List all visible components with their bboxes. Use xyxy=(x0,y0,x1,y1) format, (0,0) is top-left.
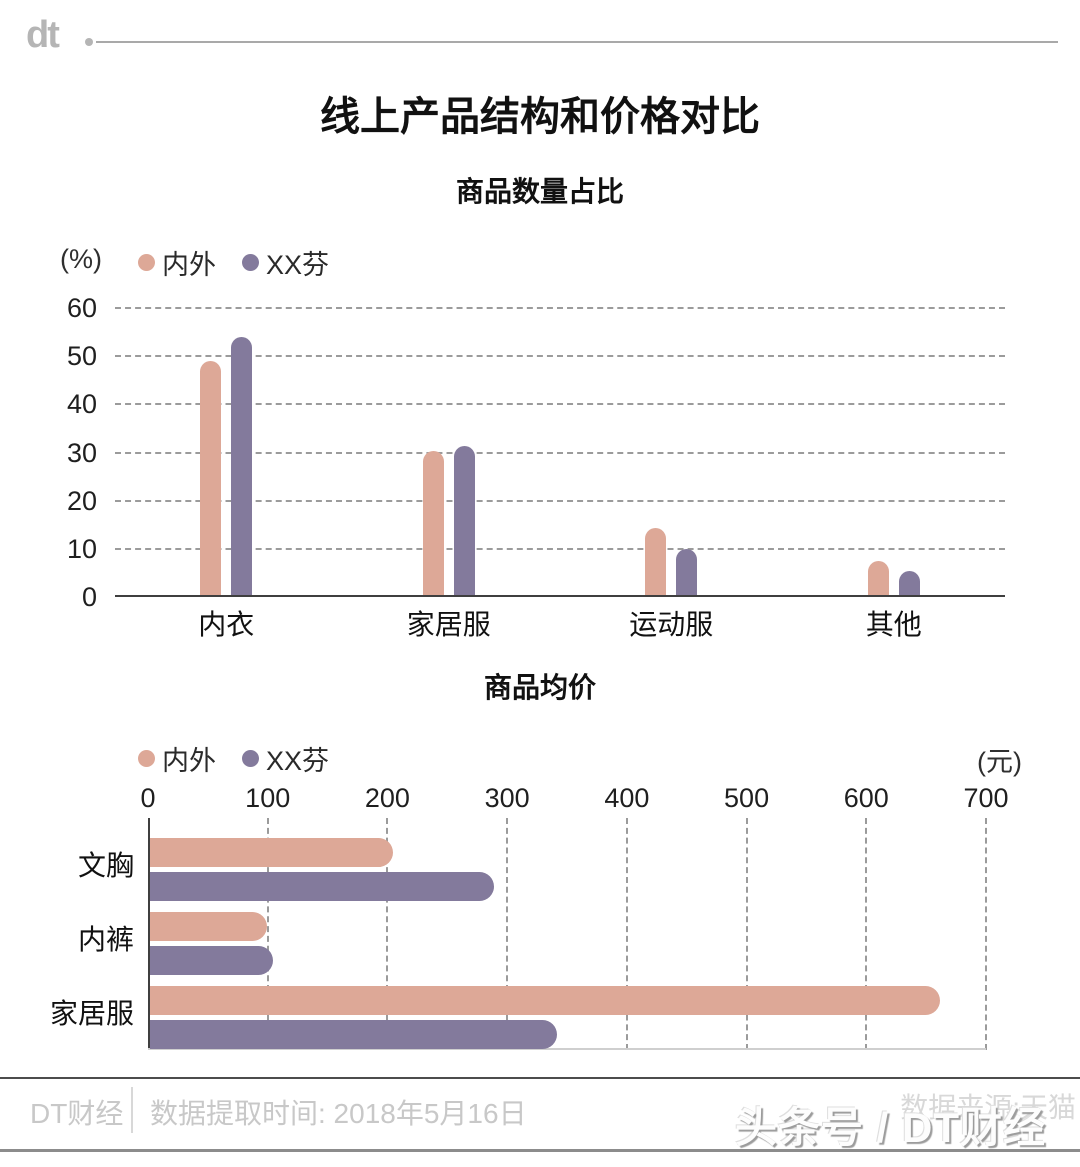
bar-内外-内裤 xyxy=(150,912,268,941)
footer-extraction-date: 数据提取时间: 2018年5月16日 xyxy=(150,1098,527,1129)
bar-XX芬-运动服 xyxy=(676,549,698,595)
bar-内外-内衣 xyxy=(200,361,222,595)
legend-label-neiwai: 内外 xyxy=(162,250,216,280)
price-chart-unit-label: (元) xyxy=(977,747,1022,777)
logo-dot-icon xyxy=(85,38,93,46)
gridline-60 xyxy=(115,307,1005,309)
price-bar-chart-plot: 0 100 200 300 400 500 600 700 文胸内裤家居服 xyxy=(50,783,1009,1050)
dt-logo: dt xyxy=(26,14,60,56)
gridline-20 xyxy=(115,499,1005,502)
gridline-700 xyxy=(985,818,987,1050)
quantity-chart-title: 商品数量占比 xyxy=(455,176,624,207)
y-tick-label-30: 30 xyxy=(66,437,97,468)
bar-内外-运动服 xyxy=(645,527,667,595)
page-title: 线上产品结构和价格对比 xyxy=(320,95,760,139)
gridline-100 xyxy=(266,818,269,1050)
y-axis-line xyxy=(148,818,150,1050)
category-label-家居服: 家居服 xyxy=(406,609,491,640)
bar-XX芬-家居服 xyxy=(453,445,475,595)
x-tick-label-400: 400 xyxy=(604,783,650,813)
gridline-10 xyxy=(115,547,1005,550)
gridline-40 xyxy=(115,403,1005,406)
x-tick-label-600: 600 xyxy=(843,783,889,813)
bar-XX芬-家居服 xyxy=(150,1020,558,1049)
y-tick-label-40: 40 xyxy=(66,389,97,420)
gridline-300 xyxy=(506,818,509,1050)
legend-swatch-xxfen xyxy=(242,750,259,767)
category-label-家居服: 家居服 xyxy=(49,998,134,1029)
bar-内外-文胸 xyxy=(150,838,394,867)
footer-data-source: 数据来源:天猫 xyxy=(900,1092,1076,1123)
watermark: 头条号 / DT财经 xyxy=(735,1104,1046,1151)
category-label-内衣: 内衣 xyxy=(198,609,255,640)
legend-swatch-xxfen xyxy=(242,254,259,271)
quantity-chart-legend: 内外 XX芬 xyxy=(138,243,355,282)
footer-top-rule xyxy=(0,1077,1080,1079)
legend-label-xxfen: XX芬 xyxy=(266,250,330,280)
x-tick-label-500: 500 xyxy=(724,783,770,813)
bar-XX芬-内衣 xyxy=(231,337,253,595)
gridline-30 xyxy=(115,451,1005,454)
x-axis-line xyxy=(115,595,1005,597)
category-label-文胸: 文胸 xyxy=(77,850,134,881)
gridline-400 xyxy=(625,818,628,1050)
price-chart-title: 商品均价 xyxy=(483,672,596,703)
legend-label-xxfen: XX芬 xyxy=(266,746,330,776)
legend-swatch-neiwai xyxy=(138,750,155,767)
footer-bottom-rule xyxy=(0,1149,1080,1152)
footer-divider xyxy=(131,1087,133,1133)
bar-内外-家居服 xyxy=(150,986,941,1015)
bar-内外-其他 xyxy=(867,561,889,595)
quantity-bar-chart-plot: 0 10 20 30 40 50 60 内衣 家居服 运动服 其他 xyxy=(67,293,1005,640)
gridline-50 xyxy=(115,355,1005,358)
legend-label-neiwai: 内外 xyxy=(162,746,216,776)
footer-brand: DT财经 xyxy=(30,1098,124,1129)
category-label-其他: 其他 xyxy=(865,609,922,640)
legend-swatch-neiwai xyxy=(138,254,155,271)
y-tick-label-60: 60 xyxy=(66,293,97,323)
bar-XX芬-文胸 xyxy=(150,872,494,901)
bottom-baseline xyxy=(148,1048,986,1050)
y-tick-label-10: 10 xyxy=(66,533,97,564)
y-tick-label-50: 50 xyxy=(66,341,97,372)
x-tick-label-100: 100 xyxy=(245,783,291,813)
y-tick-label-20: 20 xyxy=(66,485,97,516)
bar-XX芬-其他 xyxy=(898,570,920,595)
x-tick-label-0: 0 xyxy=(140,783,156,813)
header-rule xyxy=(96,41,1058,43)
price-chart-legend: 内外 XX芬 xyxy=(138,739,355,778)
x-tick-label-700: 700 xyxy=(963,783,1009,813)
category-label-运动服: 运动服 xyxy=(629,609,714,640)
x-tick-label-200: 200 xyxy=(364,783,410,813)
gridline-600 xyxy=(865,818,868,1050)
y-tick-label-0: 0 xyxy=(81,582,97,612)
x-tick-label-300: 300 xyxy=(484,783,530,813)
gridline-200 xyxy=(386,818,389,1050)
quantity-chart-unit-label: (%) xyxy=(60,244,102,274)
bar-内外-家居服 xyxy=(422,450,444,595)
bar-XX芬-内裤 xyxy=(150,946,274,975)
gridline-500 xyxy=(745,818,748,1050)
category-label-内裤: 内裤 xyxy=(77,924,134,955)
